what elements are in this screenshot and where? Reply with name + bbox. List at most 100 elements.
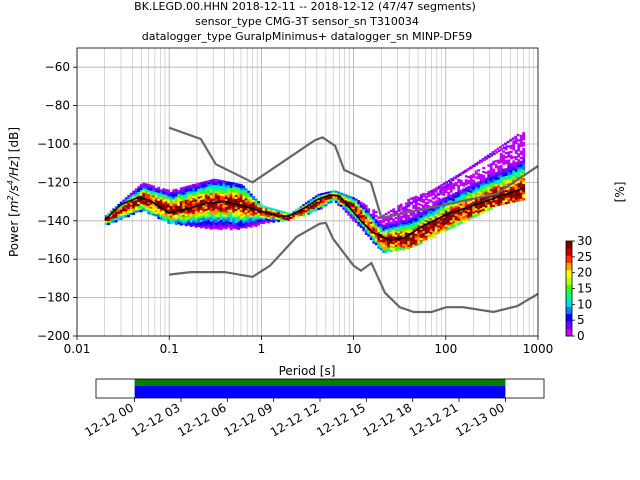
- psd-cell: [379, 234, 383, 237]
- psd-cell: [359, 213, 363, 216]
- psd-cell: [344, 196, 348, 199]
- psd-cell: [207, 210, 211, 213]
- psd-cell: [177, 214, 181, 217]
- psd-cell: [372, 237, 376, 240]
- psd-cell: [482, 182, 486, 186]
- psd-cell: [242, 195, 246, 198]
- psd-cell: [197, 188, 201, 191]
- psd-cell: [157, 200, 161, 204]
- psd-cell: [247, 200, 251, 204]
- psd-cell: [337, 199, 341, 202]
- psd-cell: [259, 211, 263, 214]
- psd-cell: [207, 226, 211, 229]
- psd-cell: [272, 210, 276, 213]
- psd-cell: [164, 208, 168, 212]
- psd-cell: [452, 197, 456, 200]
- psd-cell: [469, 182, 473, 186]
- psd-cell: [159, 197, 163, 200]
- psd-cell: [409, 237, 413, 240]
- psd-cell: [374, 214, 378, 218]
- psd-cell: [242, 197, 246, 200]
- colorbar-segment: [566, 292, 572, 300]
- psd-cell: [212, 186, 216, 190]
- psd-cell: [144, 207, 148, 210]
- psd-cell: [477, 213, 481, 216]
- psd-cell: [277, 215, 281, 219]
- psd-cell: [424, 204, 427, 207]
- psd-cell: [512, 174, 516, 177]
- psd-cell: [182, 188, 186, 191]
- psd-cell: [414, 213, 417, 216]
- psd-cell: [277, 209, 281, 213]
- psd-cell: [147, 202, 151, 205]
- psd-cell: [437, 213, 441, 216]
- psd-cell: [204, 216, 208, 220]
- psd-cell: [444, 228, 448, 231]
- psd-cell: [134, 206, 138, 209]
- psd-cell: [509, 172, 513, 176]
- psd-cell: [214, 218, 218, 222]
- psd-cell: [504, 160, 508, 163]
- psd-cell: [142, 198, 146, 201]
- psd-cell: [519, 162, 523, 165]
- psd-cell: [440, 184, 444, 187]
- psd-cell: [449, 220, 453, 223]
- psd-cell: [404, 246, 408, 249]
- psd-cell: [204, 222, 208, 226]
- psd-cell: [467, 194, 471, 197]
- psd-cell: [142, 186, 146, 189]
- psd-cell: [312, 205, 316, 208]
- psd-cell: [507, 175, 511, 178]
- psd-cell: [469, 176, 473, 180]
- psd-cell: [457, 196, 461, 200]
- psd-cell: [462, 220, 466, 223]
- psd-cell: [134, 198, 138, 201]
- psd-cell: [414, 235, 418, 238]
- psd-cell: [242, 217, 246, 220]
- psd-cell: [282, 213, 286, 216]
- psd-cell: [117, 207, 121, 211]
- psd-cell: [522, 188, 526, 191]
- psd-cell: [139, 207, 143, 211]
- psd-cell: [337, 197, 341, 200]
- psd-cell: [182, 204, 186, 207]
- psd-cell: [124, 213, 128, 216]
- psd-cell: [199, 202, 203, 205]
- psd-cell: [319, 195, 323, 198]
- psd-cell: [127, 215, 131, 218]
- psd-cell: [169, 191, 173, 195]
- psd-cell: [119, 205, 123, 208]
- psd-cell: [389, 221, 393, 225]
- psd-cell: [494, 194, 498, 197]
- psd-cell: [232, 192, 236, 195]
- psd-cell: [244, 196, 248, 199]
- psd-cell: [494, 200, 498, 203]
- psd-cell: [432, 209, 436, 212]
- psd-cell: [472, 213, 476, 216]
- psd-cell: [267, 219, 271, 222]
- psd-cell: [434, 196, 438, 199]
- psd-cell: [397, 219, 401, 222]
- psd-cell: [414, 243, 418, 246]
- psd-cell: [207, 184, 211, 187]
- psd-cell: [467, 204, 471, 207]
- psd-cell: [254, 214, 258, 217]
- psd-cell: [402, 220, 406, 223]
- psd-cell: [474, 204, 478, 207]
- psd-cell: [464, 183, 468, 186]
- psd-cell: [487, 155, 491, 159]
- psd-cell: [489, 173, 493, 176]
- psd-cell: [479, 208, 483, 211]
- psd-cell: [452, 185, 456, 188]
- psd-cell: [389, 233, 393, 237]
- psd-cell: [444, 210, 448, 213]
- psd-cell: [182, 220, 186, 223]
- psd-cell: [404, 232, 408, 235]
- psd-cell: [104, 215, 108, 218]
- psd-cell: [514, 199, 518, 203]
- psd-cell: [232, 226, 236, 229]
- psd-cell: [234, 191, 238, 194]
- psd-cell: [497, 159, 501, 162]
- psd-cell: [449, 188, 453, 191]
- psd-cell: [469, 178, 473, 182]
